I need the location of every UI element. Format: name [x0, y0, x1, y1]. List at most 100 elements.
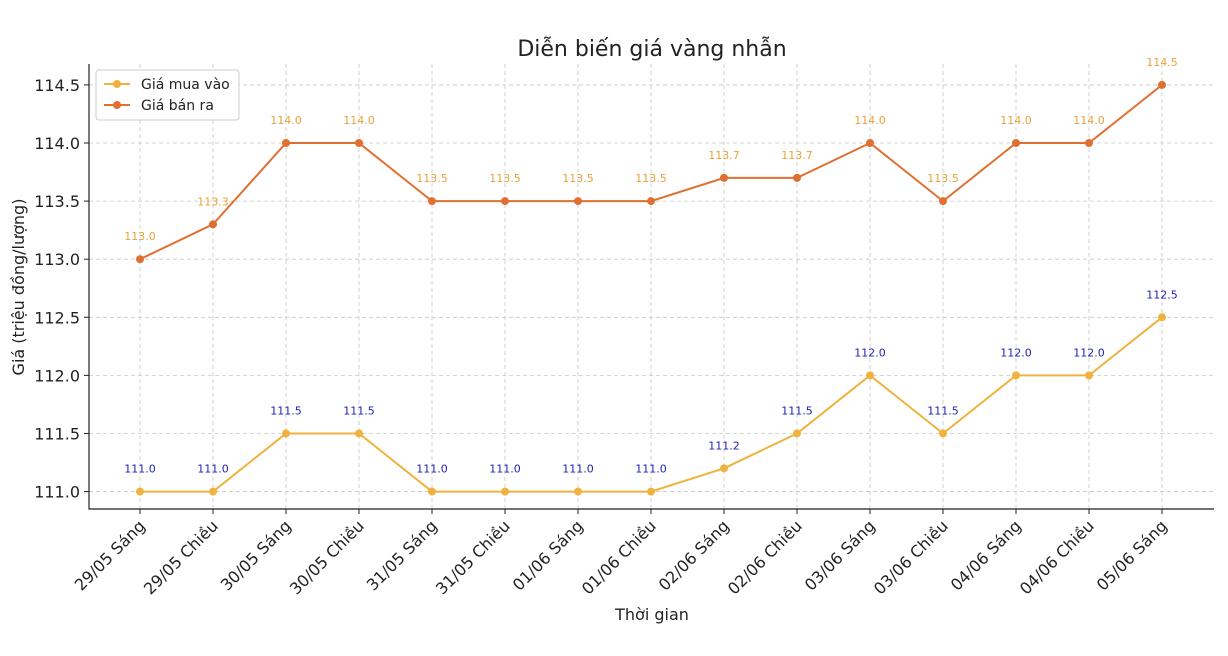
- data-point: [428, 487, 436, 496]
- data-point: [282, 429, 290, 438]
- legend-marker-sell: [113, 101, 121, 109]
- data-label: 111.5: [927, 404, 959, 417]
- data-label: 113.7: [781, 149, 813, 162]
- data-point: [939, 429, 947, 438]
- data-point: [428, 197, 436, 206]
- data-label: 111.0: [635, 463, 667, 476]
- y-tick-label: 114.0: [34, 134, 80, 153]
- data-point: [355, 429, 363, 438]
- data-label: 114.0: [1073, 114, 1105, 127]
- data-point: [574, 197, 582, 206]
- x-tick-label: 29/05 Chiều: [140, 516, 222, 598]
- x-tick-label: 02/06 Chiều: [724, 516, 806, 598]
- data-point: [720, 173, 728, 182]
- y-tick-label: 113.0: [34, 250, 80, 269]
- x-tick-label: 03/06 Chiều: [870, 516, 952, 598]
- data-label: 113.5: [416, 172, 448, 185]
- x-tick-label: 03/06 Sáng: [801, 516, 879, 594]
- chart-title: Diễn biến giá vàng nhẫn: [517, 36, 786, 62]
- data-point: [866, 139, 874, 148]
- data-point: [1012, 371, 1020, 380]
- y-tick-label: 111.5: [34, 424, 80, 443]
- data-label: 113.5: [927, 172, 959, 185]
- data-point: [501, 197, 509, 206]
- data-label: 113.0: [124, 230, 156, 243]
- data-point: [136, 255, 144, 264]
- x-tick-label: 05/06 Sáng: [1093, 516, 1171, 594]
- data-label: 112.0: [854, 346, 886, 359]
- x-tick-label: 31/05 Sáng: [363, 516, 441, 594]
- data-label: 111.0: [416, 463, 448, 476]
- data-label-layer: 111.0 111.0 111.5 111.5 111.0 111.0 111.0 111.0…: [124, 56, 1178, 476]
- legend-box: [95, 69, 240, 121]
- axes-spines: [88, 64, 1214, 510]
- x-tick-label: 29/05 Sáng: [71, 516, 149, 594]
- y-tick-label: 114.5: [34, 76, 80, 95]
- y-tick-labels: 111.0 111.5 112.0 112.5 113.0 113.5 114.0 114.5: [34, 76, 89, 502]
- data-label: 111.5: [343, 404, 375, 417]
- legend: Giá mua vào Giá bán ra: [95, 69, 240, 121]
- data-label: 114.0: [1000, 114, 1032, 127]
- data-point: [647, 487, 655, 496]
- x-tick-label: 01/06 Chiều: [578, 516, 660, 598]
- data-point: [866, 371, 874, 380]
- data-label: 112.0: [1073, 346, 1105, 359]
- data-point: [720, 464, 728, 473]
- data-point: [501, 487, 509, 496]
- x-tick-label: 31/05 Chiều: [432, 516, 514, 598]
- y-tick-label: 112.5: [34, 308, 80, 327]
- data-point: [1158, 313, 1166, 322]
- y-tick-label: 113.5: [34, 192, 80, 211]
- data-point: [209, 220, 217, 229]
- x-tick-label: 04/06 Sáng: [947, 516, 1025, 594]
- x-tick-label: 02/06 Sáng: [655, 516, 733, 594]
- axis-spine: [88, 64, 1214, 510]
- data-point: [574, 487, 582, 496]
- legend-marker-buy: [113, 80, 121, 88]
- data-label: 114.0: [343, 114, 375, 127]
- x-axis-label: Thời gian: [614, 605, 689, 624]
- data-point: [282, 139, 290, 148]
- data-label: 111.2: [708, 439, 740, 452]
- data-point: [355, 139, 363, 148]
- data-label: 114.5: [1146, 56, 1178, 69]
- y-tick-label: 112.0: [34, 366, 80, 385]
- data-label: 113.3: [197, 195, 229, 208]
- data-label: 113.5: [562, 172, 594, 185]
- data-point: [647, 197, 655, 206]
- data-label: 111.0: [562, 463, 594, 476]
- data-label: 114.0: [270, 114, 302, 127]
- data-label: 113.7: [708, 149, 740, 162]
- y-tick-label: 111.0: [34, 483, 80, 502]
- data-label: 111.0: [197, 463, 229, 476]
- x-tick-label: 04/06 Chiều: [1016, 516, 1098, 598]
- data-point: [1012, 139, 1020, 148]
- x-tick-label: 01/06 Sáng: [509, 516, 587, 594]
- data-label: 114.0: [854, 114, 886, 127]
- data-label: 111.0: [124, 463, 156, 476]
- data-label: 111.5: [270, 404, 302, 417]
- data-point: [1085, 139, 1093, 148]
- x-tick-label: 30/05 Chiều: [286, 516, 368, 598]
- data-label: 111.5: [781, 404, 813, 417]
- data-label: 113.5: [635, 172, 667, 185]
- x-tick-label: 30/05 Sáng: [217, 516, 295, 594]
- data-point: [1085, 371, 1093, 380]
- data-point: [793, 173, 801, 182]
- legend-label-buy: Giá mua vào: [141, 77, 230, 93]
- data-label: 112.5: [1146, 288, 1178, 301]
- y-axis-label: Giá (triệu đồng/lượng): [9, 199, 28, 376]
- data-point: [209, 487, 217, 496]
- legend-label-sell: Giá bán ra: [141, 98, 214, 114]
- data-point: [793, 429, 801, 438]
- data-point: [136, 487, 144, 496]
- series-layer: [136, 80, 1166, 496]
- data-label: 113.5: [489, 172, 521, 185]
- data-label: 111.0: [489, 463, 521, 476]
- data-label: 112.0: [1000, 346, 1032, 359]
- grid-layer: [89, 64, 1214, 509]
- data-point: [1158, 80, 1166, 89]
- data-point: [939, 197, 947, 206]
